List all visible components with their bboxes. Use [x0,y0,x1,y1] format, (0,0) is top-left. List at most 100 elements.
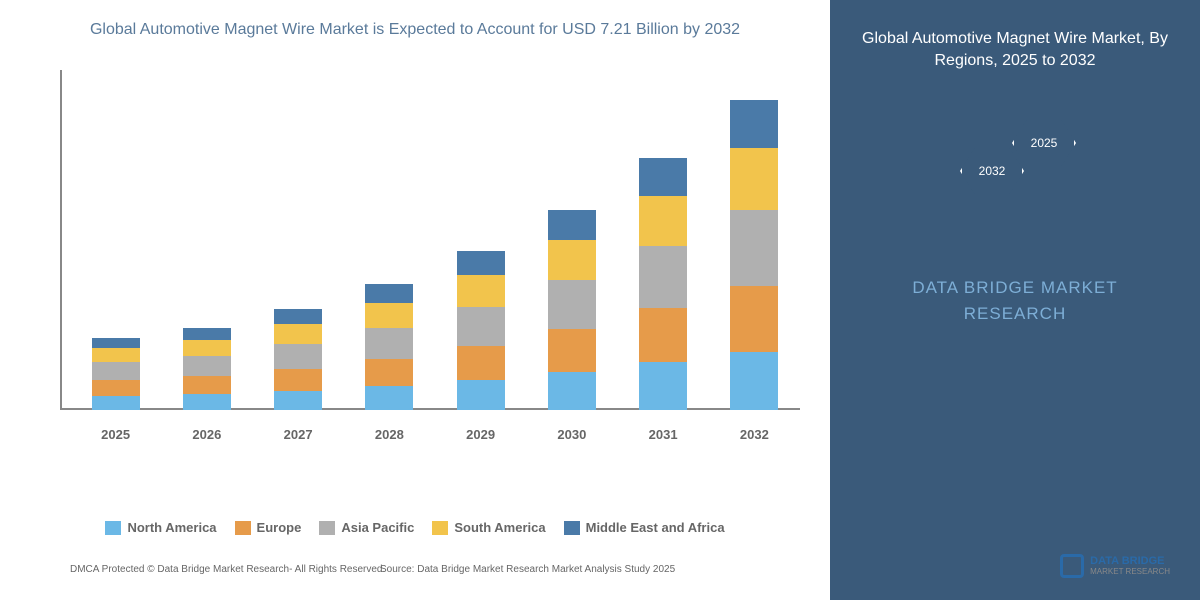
bar-segment [457,275,505,307]
bar-segment [183,340,231,356]
hex-group: 2032 2025 [960,115,1080,215]
brand-line2: RESEARCH [830,301,1200,327]
x-labels-row: 2025 2026 2027 2028 2029 2030 2031 2032 [70,427,800,442]
logo-line1: DATA BRIDGE [1090,556,1170,568]
bar-segment [365,284,413,303]
bar-segment [183,376,231,394]
legend-swatch [319,521,335,535]
bar-segment [548,329,596,372]
bar-segment [639,246,687,308]
stacked-bar [548,210,596,410]
legend-label: Middle East and Africa [586,520,725,535]
brand-line1: DATA BRIDGE MARKET [830,275,1200,301]
bar-segment [92,396,140,410]
x-tick-label: 2025 [86,427,146,442]
bar-segment [92,338,140,348]
x-tick-label: 2030 [542,427,602,442]
x-tick-label: 2029 [451,427,511,442]
stacked-bar [457,251,505,410]
bar-segment [92,348,140,362]
stacked-bar [365,284,413,410]
bar-segment [639,362,687,410]
bar-column [724,100,784,410]
bar-segment [92,380,140,396]
bar-segment [548,280,596,329]
bars-container [70,70,800,410]
x-tick-label: 2027 [268,427,328,442]
x-tick-label: 2028 [359,427,419,442]
bar-segment [730,210,778,286]
legend-item: Europe [235,520,302,535]
bar-segment [548,210,596,240]
legend-item: South America [432,520,545,535]
legend-swatch [235,521,251,535]
legend-swatch [432,521,448,535]
bar-segment [457,380,505,410]
bar-segment [365,328,413,359]
stacked-bar [730,100,778,410]
bar-segment [457,251,505,275]
bar-segment [183,356,231,376]
legend-item: North America [105,520,216,535]
legend-swatch [105,521,121,535]
x-tick-label: 2031 [633,427,693,442]
footer-dmca: DMCA Protected © Data Bridge Market Rese… [70,564,385,575]
bar-segment [730,100,778,148]
y-axis [60,70,62,410]
bar-segment [274,344,322,369]
x-tick-label: 2026 [177,427,237,442]
bar-column [86,338,146,410]
right-title: Global Automotive Magnet Wire Market, By… [830,0,1200,73]
stacked-bar [274,309,322,410]
bar-column [177,328,237,410]
x-tick-label: 2032 [724,427,784,442]
left-panel: Global Automotive Magnet Wire Market is … [0,0,830,600]
logo-line2: MARKET RESEARCH [1090,568,1170,576]
stacked-bar [183,328,231,410]
bar-column [268,309,328,410]
bar-column [359,284,419,410]
legend-label: South America [454,520,545,535]
bar-segment [183,328,231,340]
bar-segment [457,346,505,380]
bar-segment [730,148,778,210]
bar-segment [639,158,687,196]
bar-segment [183,394,231,410]
bar-segment [548,372,596,410]
bar-segment [365,359,413,386]
legend: North America Europe Asia Pacific South Ame… [60,520,770,535]
bar-segment [365,386,413,410]
bar-segment [730,352,778,410]
bar-segment [92,362,140,380]
bar-segment [274,391,322,410]
right-panel: Global Automotive Magnet Wire Market, By… [830,0,1200,600]
bar-segment [365,303,413,328]
legend-label: North America [127,520,216,535]
bar-segment [274,309,322,324]
hex-2025: 2025 [1012,115,1076,171]
legend-item: Middle East and Africa [564,520,725,535]
bar-segment [274,324,322,344]
bar-column [451,251,511,410]
bar-segment [274,369,322,391]
legend-label: Europe [257,520,302,535]
footer-source: Source: Data Bridge Market Research Mark… [380,564,675,575]
chart-area: 2025 2026 2027 2028 2029 2030 2031 2032 [60,70,800,450]
brand-text: DATA BRIDGE MARKET RESEARCH [830,275,1200,326]
brand-logo: DATA BRIDGE MARKET RESEARCH [1060,554,1170,578]
bar-column [542,210,602,410]
legend-item: Asia Pacific [319,520,414,535]
chart-title: Global Automotive Magnet Wire Market is … [0,0,830,46]
bar-segment [457,307,505,346]
bar-segment [639,196,687,246]
stacked-bar [639,158,687,410]
bar-column [633,158,693,410]
bar-segment [548,240,596,280]
stacked-bar [92,338,140,410]
logo-icon [1060,554,1084,578]
legend-label: Asia Pacific [341,520,414,535]
bar-segment [639,308,687,362]
bar-segment [730,286,778,352]
legend-swatch [564,521,580,535]
hex-2032: 2032 [960,143,1024,199]
